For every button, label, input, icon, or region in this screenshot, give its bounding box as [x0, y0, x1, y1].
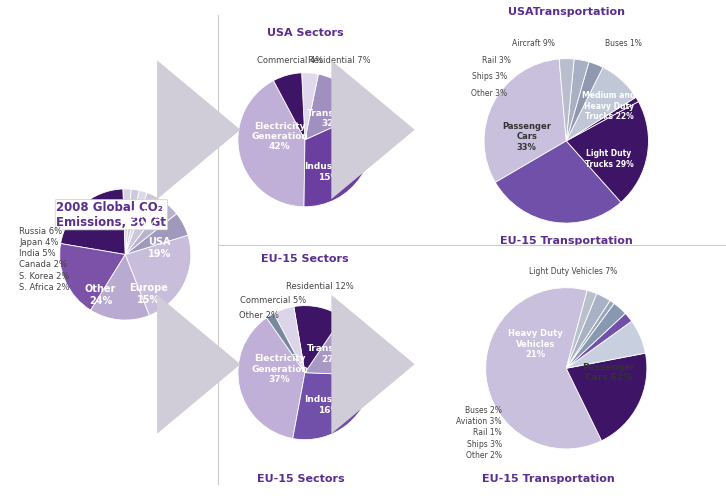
Text: Light Duty
Trucks 29%: Light Duty Trucks 29% — [584, 149, 633, 169]
Wedge shape — [293, 373, 372, 440]
Text: Other
24%: Other 24% — [85, 284, 116, 306]
Text: Passenger
Cars
33%: Passenger Cars 33% — [502, 122, 551, 152]
Wedge shape — [566, 313, 632, 368]
Title: EU-15 Transportation: EU-15 Transportation — [500, 236, 632, 246]
Text: Residential 12%: Residential 12% — [286, 282, 354, 291]
Wedge shape — [486, 288, 602, 449]
Text: Buses 1%: Buses 1% — [605, 39, 643, 48]
Wedge shape — [304, 112, 372, 207]
Wedge shape — [566, 290, 597, 368]
Text: Light Duty Vehicles 7%: Light Duty Vehicles 7% — [529, 267, 617, 276]
Wedge shape — [238, 318, 305, 439]
Text: India 5%: India 5% — [19, 250, 56, 258]
Wedge shape — [559, 59, 574, 141]
Text: Europe
15%: Europe 15% — [129, 283, 168, 304]
Text: Ships 3%: Ships 3% — [472, 72, 507, 81]
Wedge shape — [566, 102, 648, 202]
Text: Heavy Duty
Vehicles
21%: Heavy Duty Vehicles 21% — [508, 329, 563, 359]
Wedge shape — [294, 305, 343, 373]
Text: Canada 2%: Canada 2% — [19, 260, 67, 269]
Wedge shape — [126, 214, 188, 254]
Text: Other 2%: Other 2% — [240, 310, 280, 319]
Wedge shape — [566, 62, 603, 141]
Wedge shape — [274, 306, 305, 373]
Title: USA Sectors: USA Sectors — [266, 28, 343, 38]
Wedge shape — [301, 73, 319, 140]
Text: Buses 2%: Buses 2% — [465, 406, 502, 415]
Wedge shape — [495, 141, 621, 223]
Wedge shape — [126, 235, 191, 315]
Text: Rail 3%: Rail 3% — [481, 56, 510, 65]
Text: EU-15 Transportation: EU-15 Transportation — [482, 474, 614, 484]
Text: Other 2%: Other 2% — [466, 451, 502, 460]
Text: Transport
32%: Transport 32% — [307, 109, 356, 128]
Wedge shape — [61, 189, 126, 254]
Text: Industrial
16%: Industrial 16% — [304, 395, 354, 415]
Wedge shape — [126, 202, 176, 254]
Text: Transport
27%: Transport 27% — [307, 344, 356, 364]
Text: USA
19%: USA 19% — [148, 237, 171, 259]
Text: Residential 7%: Residential 7% — [309, 56, 371, 65]
Text: 2008 Global CO₂
Emissions, 30 Gt: 2008 Global CO₂ Emissions, 30 Gt — [57, 201, 166, 229]
Text: S. Africa 2%: S. Africa 2% — [19, 283, 70, 292]
Text: Rail 1%: Rail 1% — [473, 428, 502, 437]
Wedge shape — [274, 73, 305, 140]
Text: Electricity
Generation
42%: Electricity Generation 42% — [251, 121, 308, 151]
Wedge shape — [566, 59, 589, 141]
Wedge shape — [123, 189, 131, 254]
Text: Aviation 3%: Aviation 3% — [457, 417, 502, 426]
Wedge shape — [566, 67, 636, 141]
Text: Industrial
15%: Industrial 15% — [303, 162, 353, 182]
Text: EU-15 Sectors: EU-15 Sectors — [258, 474, 345, 484]
Wedge shape — [266, 313, 305, 373]
Text: Ships 3%: Ships 3% — [467, 440, 502, 449]
Wedge shape — [305, 74, 366, 140]
Title: USATransportation: USATransportation — [507, 6, 625, 16]
Wedge shape — [484, 59, 566, 183]
Wedge shape — [566, 97, 638, 141]
Text: Other 3%: Other 3% — [471, 89, 507, 98]
Text: Commercial 5%: Commercial 5% — [240, 296, 306, 305]
Text: Medium and
Heavy Duty
Trucks 22%: Medium and Heavy Duty Trucks 22% — [582, 91, 636, 121]
Text: Commercial 4%: Commercial 4% — [257, 56, 323, 65]
Wedge shape — [126, 189, 139, 254]
Text: S. Korea 2%: S. Korea 2% — [19, 271, 70, 280]
Wedge shape — [126, 191, 147, 254]
Wedge shape — [566, 293, 610, 368]
Wedge shape — [238, 80, 305, 207]
Text: Japan 4%: Japan 4% — [19, 238, 58, 247]
Text: China
22%: China 22% — [129, 210, 160, 231]
Wedge shape — [60, 244, 126, 310]
Text: Aircraft 9%: Aircraft 9% — [512, 39, 555, 48]
Wedge shape — [566, 303, 625, 368]
Title: EU-15 Sectors: EU-15 Sectors — [261, 254, 348, 264]
Text: Russia 6%: Russia 6% — [19, 227, 62, 236]
Wedge shape — [91, 254, 150, 320]
Text: Electricity
Generation
37%: Electricity Generation 37% — [251, 354, 308, 384]
Wedge shape — [566, 300, 614, 368]
Wedge shape — [126, 193, 165, 254]
Wedge shape — [566, 353, 647, 441]
Text: Passenger
Cars 62%: Passenger Cars 62% — [582, 363, 635, 382]
Wedge shape — [305, 317, 372, 375]
Wedge shape — [566, 321, 645, 368]
